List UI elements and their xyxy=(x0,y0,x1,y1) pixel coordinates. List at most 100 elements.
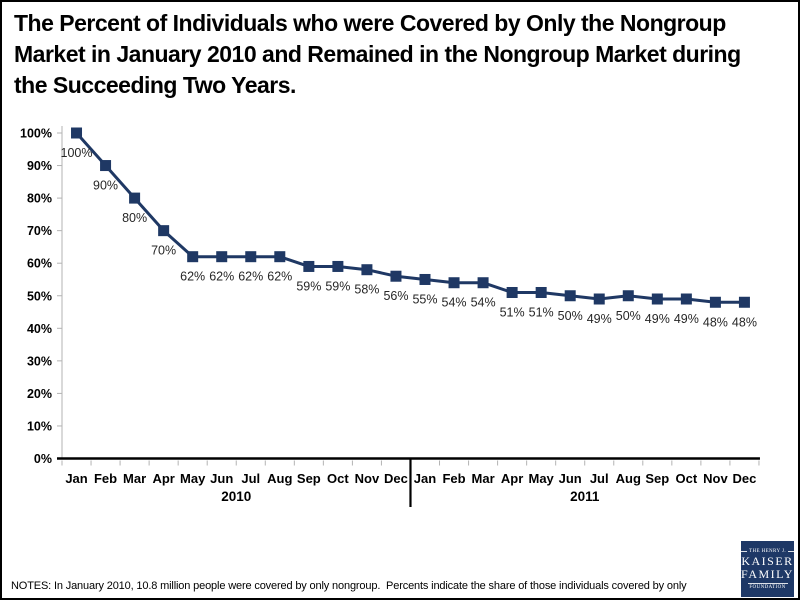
y-axis-label: 30% xyxy=(27,354,52,368)
month-label: Jun xyxy=(210,471,233,486)
logo-divider-rule xyxy=(747,582,788,584)
month-label: Aug xyxy=(616,471,641,486)
month-label: May xyxy=(180,471,206,486)
month-label: Sep xyxy=(297,471,321,486)
data-point-label: 90% xyxy=(93,179,118,193)
data-point-label: 56% xyxy=(383,289,408,303)
logo-name-kaiser: KAISER xyxy=(741,553,794,568)
data-point-marker xyxy=(680,293,692,305)
y-axis-label: 80% xyxy=(27,192,52,206)
data-point-label: 51% xyxy=(529,305,554,319)
data-point-label: 62% xyxy=(209,270,234,284)
logo-top-text: THE HENRY J. xyxy=(749,548,786,554)
data-point-label: 80% xyxy=(122,211,147,225)
chart-title-line-2: Market in January 2010 and Remained in t… xyxy=(14,41,741,67)
data-point-marker xyxy=(361,264,373,276)
data-point-label: 48% xyxy=(703,315,728,329)
chart-title-line-1: The Percent of Individuals who were Cove… xyxy=(14,10,726,36)
logo-top-row: THE HENRY J. xyxy=(741,549,794,554)
data-point-marker xyxy=(593,293,605,305)
y-axis-label: 20% xyxy=(27,387,52,401)
y-axis-label: 70% xyxy=(27,224,52,238)
month-label: Feb xyxy=(442,471,465,486)
data-point-marker xyxy=(390,270,402,282)
data-point-marker xyxy=(477,277,489,289)
data-point-label: 50% xyxy=(616,309,641,323)
logo-rule-left xyxy=(741,550,747,552)
month-label: Aug xyxy=(267,471,292,486)
data-point-marker xyxy=(564,290,576,302)
month-label: Dec xyxy=(384,471,408,486)
data-point-marker xyxy=(622,290,634,302)
data-point-marker xyxy=(419,273,431,285)
data-point-marker xyxy=(216,251,228,263)
month-label: Oct xyxy=(327,471,349,486)
logo-bottom-text: FOUNDATION xyxy=(749,584,786,590)
data-point-marker xyxy=(506,286,518,298)
month-label: Apr xyxy=(501,471,523,486)
data-point-label: 59% xyxy=(325,279,350,293)
data-point-marker xyxy=(738,296,750,308)
data-point-label: 58% xyxy=(354,283,379,297)
y-axis-label: 0% xyxy=(34,452,52,466)
data-point-label: 100% xyxy=(61,146,93,160)
chart-title: The Percent of Individuals who were Cove… xyxy=(14,8,792,101)
month-label: Dec xyxy=(733,471,757,486)
year-label: 2011 xyxy=(570,489,600,504)
data-point-marker xyxy=(100,160,112,172)
data-point-label: 54% xyxy=(442,296,467,310)
data-point-label: 49% xyxy=(674,312,699,326)
month-label: Apr xyxy=(152,471,174,486)
month-label: Jan xyxy=(65,471,87,486)
month-label: May xyxy=(529,471,555,486)
month-label: Nov xyxy=(355,471,380,486)
y-axis-label: 60% xyxy=(27,257,52,271)
y-axis-label: 10% xyxy=(27,419,52,433)
month-label: Jul xyxy=(590,471,609,486)
y-axis-label: 50% xyxy=(27,289,52,303)
data-point-label: 62% xyxy=(180,270,205,284)
data-point-label: 70% xyxy=(151,244,176,258)
data-point-label: 62% xyxy=(238,270,263,284)
trend-line xyxy=(75,131,746,304)
data-point-label: 51% xyxy=(500,305,525,319)
notes-line-1: NOTES: In January 2010, 10.8 million peo… xyxy=(11,579,687,592)
data-point-label: 62% xyxy=(267,270,292,284)
logo-rule-right xyxy=(787,550,794,552)
month-label: Jan xyxy=(414,471,436,486)
kaiser-family-foundation-logo: THE HENRY J. KAISER FAMILY FOUNDATION xyxy=(741,541,794,597)
year-label: 2010 xyxy=(221,489,251,504)
chart-title-line-3: the Succeeding Two Years. xyxy=(14,72,296,98)
data-point-label: 55% xyxy=(412,292,437,306)
data-point-marker xyxy=(71,127,83,139)
month-label: Feb xyxy=(94,471,117,486)
data-point-marker xyxy=(535,286,547,298)
month-label: Mar xyxy=(472,471,495,486)
data-point-label: 49% xyxy=(645,312,670,326)
month-label: Mar xyxy=(123,471,146,486)
y-axis-label: 40% xyxy=(27,322,52,336)
data-point-marker xyxy=(332,260,344,272)
logo-name-family: FAMILY xyxy=(741,567,794,581)
data-point-marker xyxy=(651,293,663,305)
month-label: Sep xyxy=(645,471,669,486)
month-label: Oct xyxy=(676,471,698,486)
y-axis-label: 100% xyxy=(20,127,52,141)
y-axis-label: 90% xyxy=(27,159,52,173)
data-point-marker xyxy=(274,251,286,263)
data-point-marker xyxy=(158,225,170,237)
month-label: Nov xyxy=(703,471,728,486)
notes-source-block: NOTES: In January 2010, 10.8 million peo… xyxy=(11,549,735,598)
data-point-label: 54% xyxy=(471,296,496,310)
data-point-marker xyxy=(245,251,257,263)
data-point-marker xyxy=(187,251,199,263)
month-label: Jun xyxy=(559,471,582,486)
data-point-marker xyxy=(303,260,315,272)
data-point-label: 59% xyxy=(296,279,321,293)
data-point-marker xyxy=(129,192,141,204)
data-point-marker xyxy=(709,296,721,308)
data-point-label: 48% xyxy=(732,315,757,329)
month-label: Jul xyxy=(241,471,260,486)
